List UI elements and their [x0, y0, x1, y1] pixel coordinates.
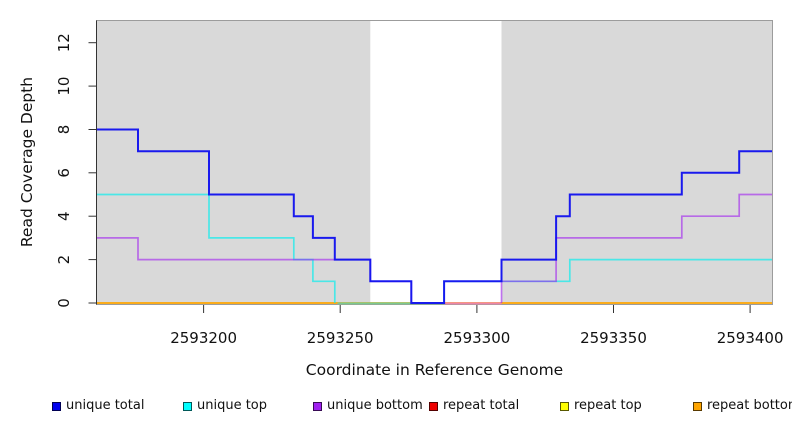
- legend: unique total unique top unique bottom re…: [0, 398, 792, 418]
- x-tick-label: 2593250: [307, 329, 374, 347]
- shaded-region: [501, 21, 772, 305]
- axis-ticks: [88, 20, 751, 313]
- legend-label: repeat total: [443, 398, 520, 413]
- x-tick-label: 2593350: [580, 329, 647, 347]
- legend-label: unique bottom: [327, 398, 423, 413]
- shaded-regions: [97, 21, 772, 305]
- tick-labels: 2593200 2593250 2593300 2593350 2593400 0 2 4 6 8…: [55, 33, 784, 347]
- repeat-top-swatch-icon: [560, 401, 569, 411]
- legend-item-repeat-top: repeat top: [560, 398, 642, 414]
- y-tick-label: 10: [55, 77, 73, 96]
- y-tick-label: 12: [55, 33, 73, 52]
- x-tick-label: 2593400: [717, 329, 784, 347]
- legend-label: unique total: [66, 398, 145, 413]
- x-axis-title: Coordinate in Reference Genome: [306, 361, 563, 379]
- unique-top-swatch-icon: [183, 401, 192, 411]
- repeat-bottom-swatch-icon: [693, 401, 702, 411]
- y-tick-label: 8: [55, 125, 73, 135]
- unique-bottom-line: [500, 193, 772, 303]
- x-tick-label: 2593300: [443, 329, 510, 347]
- legend-label: repeat top: [574, 398, 642, 413]
- legend-label: unique top: [197, 398, 268, 413]
- unique-total-line: [97, 128, 772, 304]
- x-tick-label: 2593200: [170, 329, 237, 347]
- y-tick-label: 6: [55, 168, 73, 178]
- unique-bottom-swatch-icon: [313, 401, 322, 411]
- legend-item-repeat-total: repeat total: [429, 398, 519, 414]
- repeat-total-swatch-icon: [429, 401, 438, 411]
- y-tick-label: 0: [55, 298, 73, 308]
- unique-total-swatch-icon: [52, 401, 61, 411]
- y-axis-title: Read Coverage Depth: [18, 77, 36, 247]
- legend-item-repeat-bottom: repeat bottom: [693, 398, 792, 414]
- y-tick-label: 2: [55, 255, 73, 265]
- y-tick-label: 4: [55, 211, 73, 221]
- shaded-region: [97, 21, 371, 305]
- legend-item-unique-bottom: unique bottom: [313, 398, 423, 414]
- legend-item-unique-top: unique top: [183, 398, 267, 414]
- series-lines-over: [97, 128, 772, 304]
- legend-label: repeat bottom: [707, 398, 792, 413]
- legend-item-unique-total: unique total: [52, 398, 144, 414]
